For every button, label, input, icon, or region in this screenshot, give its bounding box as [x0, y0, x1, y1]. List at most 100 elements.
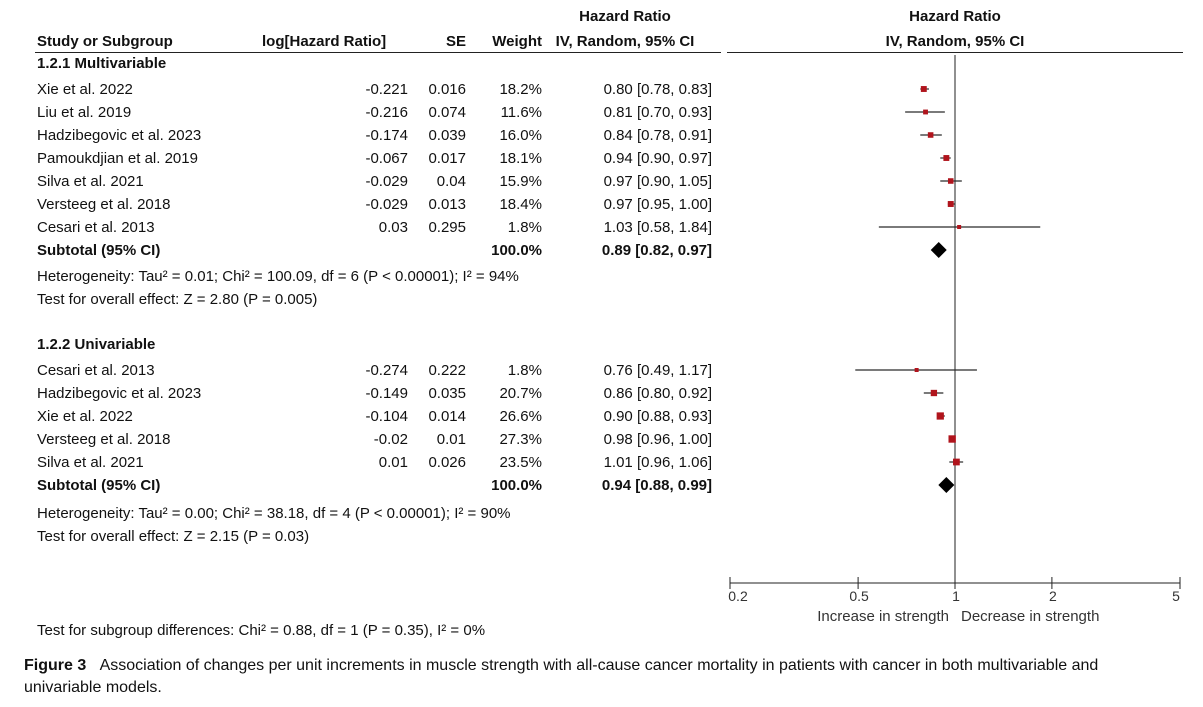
heterogeneity-stat: Heterogeneity: Tau² = 0.01; Chi² = 100.0… [37, 268, 519, 285]
se-value: 0.039 [428, 127, 466, 144]
study-name: Cesari et al. 2013 [37, 219, 155, 236]
se-column-header: SE [445, 33, 466, 50]
effect-marker [914, 368, 919, 372]
hr-method-header: IV, Random, 95% CI [555, 33, 695, 50]
ci-value: 0.76 [0.49, 1.17] [603, 362, 712, 379]
weight-value: 15.9% [499, 173, 542, 190]
weight-value: 23.5% [499, 454, 542, 471]
x-axis-label-right: Decrease in strength [961, 608, 1099, 625]
subgroup-differences-test: Test for subgroup differences: Chi² = 0.… [37, 622, 486, 639]
loghr-value: -0.02 [373, 431, 408, 448]
weight-value: 27.3% [499, 431, 542, 448]
loghr-value: -0.029 [365, 196, 408, 213]
heterogeneity-stat: Heterogeneity: Tau² = 0.00; Chi² = 38.18… [37, 505, 511, 522]
plot-header-rule [727, 52, 1183, 53]
study-name: Hadzibegovic et al. 2023 [37, 127, 202, 144]
weight-value: 26.6% [499, 408, 542, 425]
se-value: 0.295 [428, 219, 466, 236]
subtotal-ci: 0.89 [0.82, 0.97] [601, 242, 712, 259]
weight-value: 18.4% [499, 196, 542, 213]
subtotal-weight: 100.0% [491, 242, 542, 259]
x-axis-tick-label: 5 [1172, 588, 1180, 604]
effect-marker [927, 132, 934, 138]
hr-column-title: Hazard Ratio [579, 8, 671, 25]
plot-column-title: Hazard Ratio [909, 8, 1001, 25]
subtotal-ci: 0.94 [0.88, 0.99] [601, 477, 712, 494]
ci-value: 0.97 [0.95, 1.00] [603, 196, 712, 213]
study-name: Versteeg et al. 2018 [37, 431, 171, 448]
x-axis-tick-label: 0.2 [728, 588, 748, 604]
subtotal-label: Subtotal (95% CI) [37, 242, 161, 259]
effect-marker [957, 225, 962, 229]
effect-marker [923, 109, 928, 115]
ci-value: 1.03 [0.58, 1.84] [603, 219, 712, 236]
loghr-value: -0.274 [365, 362, 408, 379]
se-value: 0.222 [428, 362, 466, 379]
study-name: Silva et al. 2021 [37, 173, 144, 190]
loghr-value: 0.03 [378, 219, 408, 236]
subtotal-label: Subtotal (95% CI) [37, 477, 161, 494]
x-axis-tick-label: 0.5 [849, 588, 869, 604]
se-value: 0.074 [428, 104, 466, 121]
effect-marker [947, 201, 954, 207]
x-axis-tick-label: 2 [1049, 588, 1057, 604]
study-name: Xie et al. 2022 [37, 81, 133, 98]
overall-effect-test: Test for overall effect: Z = 2.15 (P = 0… [37, 528, 310, 545]
header-rule [35, 52, 721, 53]
se-value: 0.035 [428, 385, 466, 402]
ci-value: 0.98 [0.96, 1.00] [603, 431, 712, 448]
ci-value: 0.86 [0.80, 0.92] [603, 385, 712, 402]
ci-value: 0.81 [0.70, 0.93] [603, 104, 712, 121]
plot-method-header: IV, Random, 95% CI [885, 33, 1025, 50]
forest-plot: 0.2 0.5 1 2 5 Increase in strength Decrease in… [728, 55, 1181, 625]
study-name: Pamoukdjian et al. 2019 [37, 150, 198, 167]
caption-text: Association of changes per unit incremen… [24, 657, 1099, 696]
study-name: Cesari et al. 2013 [37, 362, 155, 379]
study-name: Silva et al. 2021 [37, 454, 144, 471]
ci-value: 0.94 [0.90, 0.97] [603, 150, 712, 167]
ci-value: 1.01 [0.96, 1.06] [603, 454, 712, 471]
loghr-value: -0.216 [365, 104, 408, 121]
effect-marker [930, 389, 938, 397]
se-value: 0.01 [436, 431, 466, 448]
subtotal-diamond [938, 477, 955, 493]
subtotal-diamond [930, 242, 947, 258]
study-name: Versteeg et al. 2018 [37, 196, 171, 213]
study-name: Hadzibegovic et al. 2023 [37, 385, 202, 402]
loghr-value: -0.067 [365, 150, 408, 167]
weight-value: 18.2% [499, 81, 542, 98]
weight-column-header: Weight [492, 33, 542, 50]
ci-value: 0.80 [0.78, 0.83] [603, 81, 712, 98]
x-axis-label-left: Increase in strength [817, 608, 949, 625]
se-value: 0.026 [428, 454, 466, 471]
effect-marker [936, 412, 944, 420]
ci-value: 0.97 [0.90, 1.05] [603, 173, 712, 190]
se-value: 0.016 [428, 81, 466, 98]
loghr-value: -0.104 [365, 408, 408, 425]
weight-value: 18.1% [499, 150, 542, 167]
weight-value: 11.6% [500, 104, 542, 121]
subgroup-title: 1.2.1 Multivariable [37, 55, 167, 72]
effect-marker [920, 86, 927, 92]
subtotal-weight: 100.0% [491, 477, 542, 494]
ci-value: 0.90 [0.88, 0.93] [603, 408, 712, 425]
overall-effect-test: Test for overall effect: Z = 2.80 (P = 0… [37, 291, 318, 308]
effect-marker [947, 178, 954, 184]
weight-value: 20.7% [499, 385, 542, 402]
loghr-value: -0.029 [365, 173, 408, 190]
ci-value: 0.84 [0.78, 0.91] [603, 127, 712, 144]
study-column-header: Study or Subgroup [37, 33, 173, 50]
figure-caption: Figure 3 Association of changes per unit… [24, 655, 1174, 699]
loghr-value: -0.149 [365, 385, 408, 402]
se-value: 0.013 [428, 196, 466, 213]
se-value: 0.04 [436, 173, 466, 190]
loghr-value: -0.174 [365, 127, 408, 144]
loghr-column-header: log[Hazard Ratio] [262, 33, 387, 50]
weight-value: 1.8% [507, 219, 542, 236]
se-value: 0.014 [428, 408, 466, 425]
effect-marker [943, 155, 950, 161]
loghr-value: -0.221 [365, 81, 408, 98]
caption-label: Figure 3 [24, 657, 87, 674]
subgroup-title: 1.2.2 Univariable [37, 336, 156, 353]
x-axis-tick-label: 1 [952, 588, 960, 604]
